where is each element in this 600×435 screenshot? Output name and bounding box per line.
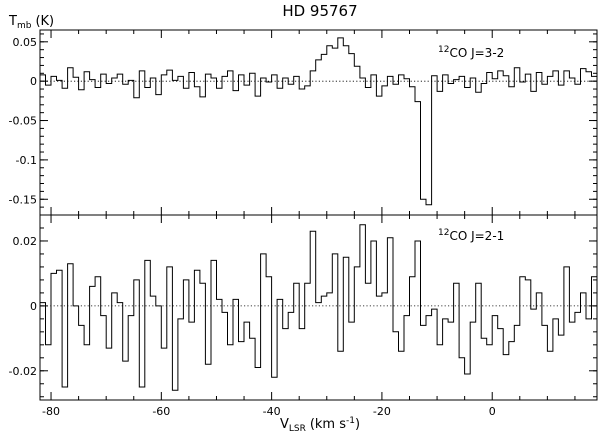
x-tick-label: -60 [152,405,170,418]
line-annotation-co21: 12CO J=2-1 [438,228,504,243]
y-tick-label-co21: -0.02 [9,365,37,378]
x-axis-label-symbol: V [280,417,289,432]
annotation-co21-text: CO J=2-1 [449,229,504,243]
spectrum-line-co32 [40,37,597,206]
x-tick-label: -40 [263,405,281,418]
y-tick-label-co32: 0 [30,75,37,88]
x-axis-label-unit-post: ) [355,417,360,432]
x-axis-label: VLSR (km s-1) [280,416,360,434]
y-tick-label-co32: -0.05 [9,115,37,128]
x-tick-label: -80 [42,405,60,418]
spectrum-line-co21 [40,224,597,391]
x-tick-label: 0 [489,405,496,418]
plot-frame-co21 [39,214,598,401]
panel-co21: 0.02 0 -0.02 -80 -60 -40 -20 0 [9,214,598,418]
x-axis-label-unit-sup: -1 [346,416,355,426]
y-axis-label-subscript: mb [17,21,32,31]
y-tick-label-co32: 0.05 [13,36,38,49]
plot-frame-co32 [39,29,598,216]
line-annotation-co32: 12CO J=3-2 [438,45,504,60]
y-tick-label-co32: -0.1 [16,154,37,167]
y-axis-label-symbol: T [8,14,17,29]
x-axis-label-unit-pre: (km s [310,417,346,432]
y-tick-label-co21: 0.02 [13,235,38,248]
y-tick-label-co32: -0.15 [9,193,37,206]
y-axis-label-unit: (K) [35,14,54,29]
panel-co32: 0.05 0 -0.05 -0.1 -0.15 [9,29,598,216]
annotation-co32-superscript: 12 [438,45,449,55]
x-tick-label: -20 [373,405,391,418]
x-axis-label-subscript: LSR [289,424,306,434]
chart-title: HD 95767 [282,2,357,20]
annotation-co21-superscript: 12 [438,228,449,238]
annotation-co32-text: CO J=3-2 [449,46,504,60]
y-axis-label-top: Tmb (K) [8,14,54,31]
y-tick-label-co21: 0 [30,300,37,313]
